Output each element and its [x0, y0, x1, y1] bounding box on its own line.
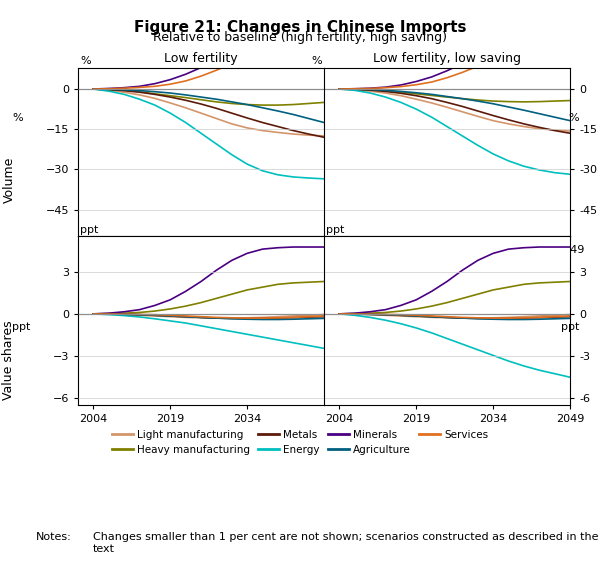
Text: Volume: Volume [2, 157, 16, 203]
Text: %: % [80, 56, 91, 66]
Text: ppt: ppt [80, 225, 99, 235]
Text: Value shares: Value shares [2, 320, 16, 400]
Text: Changes smaller than 1 per cent are not shown; scenarios constructed as describe: Changes smaller than 1 per cent are not … [93, 532, 599, 553]
Text: %: % [311, 56, 322, 66]
Text: ppt: ppt [560, 321, 579, 332]
Text: Relative to baseline (high fertility, high saving): Relative to baseline (high fertility, hi… [153, 31, 447, 44]
Legend: Light manufacturing, Heavy manufacturing, Metals, Energy, Minerals, Agriculture,: Light manufacturing, Heavy manufacturing… [107, 426, 493, 459]
Text: ppt: ppt [326, 225, 345, 235]
Text: Figure 21: Changes in Chinese Imports: Figure 21: Changes in Chinese Imports [134, 20, 466, 35]
Text: Notes:: Notes: [36, 532, 72, 542]
Text: %: % [12, 113, 23, 123]
Title: Low fertility, low saving: Low fertility, low saving [373, 52, 521, 65]
Title: Low fertility: Low fertility [164, 52, 238, 65]
Text: ppt: ppt [12, 321, 31, 332]
Text: %: % [568, 113, 579, 123]
